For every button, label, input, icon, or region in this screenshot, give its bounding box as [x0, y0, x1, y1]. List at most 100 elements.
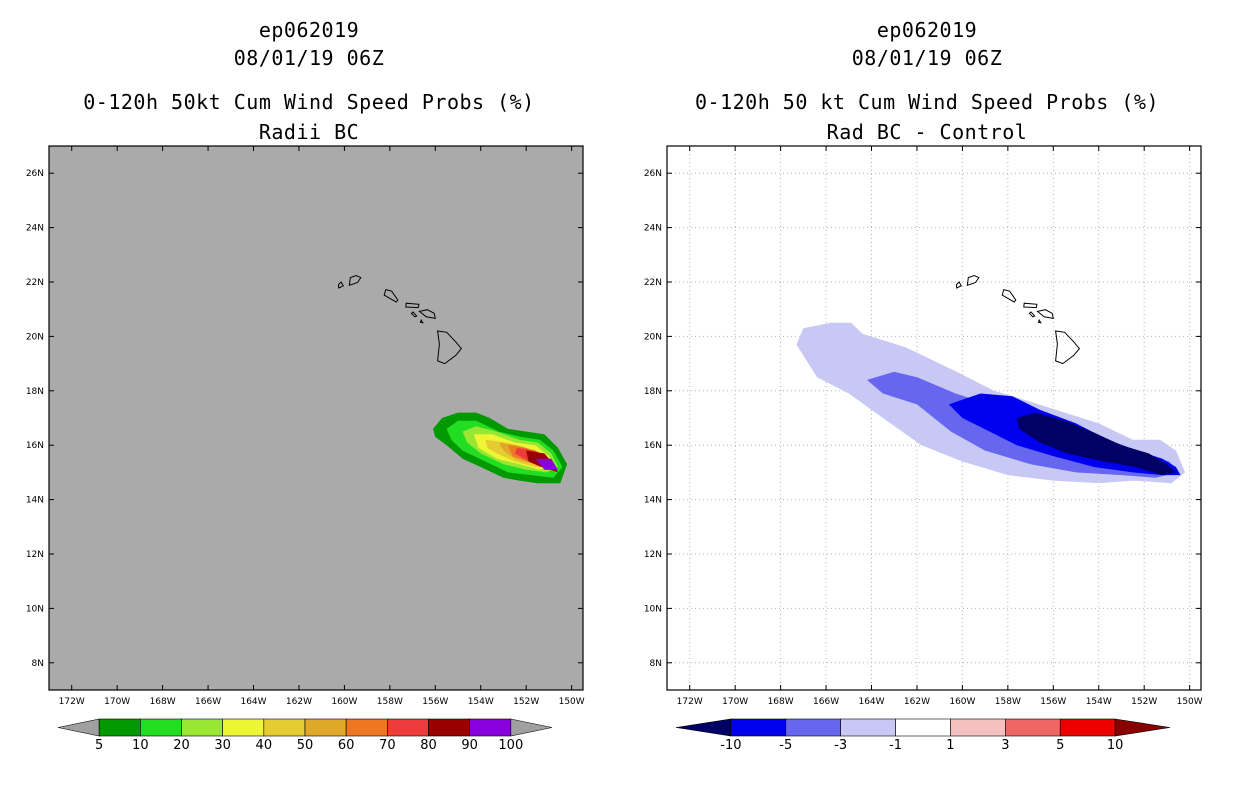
colorbar-swatch [387, 718, 429, 737]
colorbar-arrow-high [510, 718, 553, 737]
island-outline [1028, 311, 1036, 318]
colorbar-label: -1 [889, 738, 902, 753]
x-tick-label: 154W [1086, 697, 1112, 707]
colorbar-label: 90 [461, 738, 478, 753]
colorbar-swatch [263, 718, 306, 737]
x-tick-label: 150W [559, 697, 585, 707]
x-tick-label: 152W [513, 697, 539, 707]
colorbar-label: 40 [256, 738, 273, 753]
y-tick-label: 22N [26, 278, 44, 288]
colorbar-label: 5 [1056, 738, 1064, 753]
x-tick-label: 158W [377, 697, 403, 707]
y-tick-label: 18N [644, 387, 662, 397]
colorbar-label: 30 [214, 738, 231, 753]
y-tick-label: 26N [26, 169, 44, 179]
y-tick-label: 14N [644, 496, 662, 506]
x-tick-label: 156W [422, 697, 448, 707]
storm-id: ep062019 [876, 18, 978, 42]
colorbar-swatch [345, 718, 388, 737]
map-background [49, 146, 583, 690]
colorbar-label: 10 [132, 738, 149, 753]
x-tick-label: 170W [104, 697, 130, 707]
colorbar-swatch [730, 718, 787, 737]
y-tick-label: 8N [650, 659, 662, 669]
difference-map: 172W 170W 168W 166W 164W 162W 160W 158W 156W 154W… [644, 145, 1203, 753]
left-panel: ep062019 08/01/19 06Z 0-120h 50kt Cum Wi… [26, 18, 585, 753]
map-frame [666, 145, 1202, 691]
island-outline [337, 281, 345, 289]
x-tick-label: 158W [995, 697, 1021, 707]
colorbar-label: 1 [946, 738, 954, 753]
colorbar-label: 80 [420, 738, 437, 753]
contour-level-90 [535, 458, 558, 470]
y-tick-label: 16N [26, 441, 44, 451]
y-tick-label: 12N [644, 550, 662, 560]
colorbar-label: 10 [1107, 738, 1124, 753]
island-outline [418, 309, 436, 320]
colorbar-label: 60 [338, 738, 355, 753]
right-panel: ep062019 08/01/19 06Z 0-120h 50 kt Cum W… [618, 0, 1236, 800]
x-tick-label: 166W [195, 697, 221, 707]
x-tick-label: 164W [858, 697, 884, 707]
y-tick-label: 8N [32, 659, 44, 669]
y-tick-label: 20N [26, 332, 44, 342]
y-tick-label: 26N [644, 169, 662, 179]
x-tick-label: 168W [150, 697, 176, 707]
y-tick-label: 16N [644, 441, 662, 451]
colorbar-swatch [140, 718, 182, 737]
island-outline [1037, 318, 1042, 324]
colorbar-label: -3 [834, 738, 847, 753]
colorbar-swatch [1005, 718, 1061, 737]
y-tick-label: 12N [26, 550, 44, 560]
chart-subtitle: Radii BC [258, 120, 360, 144]
x-tick-label: 172W [677, 697, 703, 707]
map-frame [48, 145, 584, 691]
colorbar-label: 70 [379, 738, 396, 753]
x-tick-label: 160W [331, 697, 357, 707]
storm-id: ep062019 [258, 18, 360, 42]
colorbar-arrow-low [675, 718, 732, 737]
y-tick-label: 24N [644, 224, 662, 234]
y-tick-label: 10N [644, 604, 662, 614]
y-tick-label: 20N [644, 332, 662, 342]
colorbar-swatch [1059, 718, 1116, 737]
island-outline [966, 274, 980, 287]
x-tick-label: 156W [1040, 697, 1066, 707]
island-outline [348, 274, 362, 287]
colorbar-swatch [222, 718, 265, 737]
x-tick-label: 170W [722, 697, 748, 707]
island-outline [955, 281, 963, 289]
x-tick-label: 154W [468, 697, 494, 707]
colorbar-swatch [469, 718, 512, 737]
colorbar-label: 50 [297, 738, 314, 753]
colorbar-swatch [304, 718, 347, 737]
colorbar-swatch [895, 718, 951, 737]
x-tick-label: 166W [813, 697, 839, 707]
wind-prob-map: 172W 170W 168W 166W 164W 162W 160W 158W 156W 154W… [26, 145, 585, 753]
island-outline [410, 311, 418, 318]
island-outline [405, 302, 420, 309]
colorbar-arrow-low [57, 718, 100, 737]
y-tick-label: 18N [26, 387, 44, 397]
island-outline [1036, 309, 1054, 320]
island-outline [1055, 330, 1081, 365]
y-tick-label: 24N [26, 224, 44, 234]
colorbar-swatch [840, 718, 896, 737]
y-tick-label: 10N [26, 604, 44, 614]
island-outline [383, 288, 399, 303]
x-tick-label: 168W [768, 697, 794, 707]
y-tick-label: 22N [644, 278, 662, 288]
x-tick-label: 150W [1177, 697, 1203, 707]
colorbar-swatch [98, 718, 141, 737]
x-tick-label: 162W [904, 697, 930, 707]
chart-title: 0-120h 50kt Cum Wind Speed Probs (%) [83, 90, 535, 114]
contour-level-neg10 [1016, 412, 1176, 476]
colorbar-label: 3 [1001, 738, 1009, 753]
colorbar-label: -5 [779, 738, 792, 753]
x-tick-label: 162W [286, 697, 312, 707]
island-outline [1023, 302, 1038, 309]
datetime: 08/01/19 06Z [233, 46, 385, 70]
colorbar-label: -10 [720, 738, 741, 753]
colorbar-swatch [428, 718, 470, 737]
y-tick-label: 14N [26, 496, 44, 506]
